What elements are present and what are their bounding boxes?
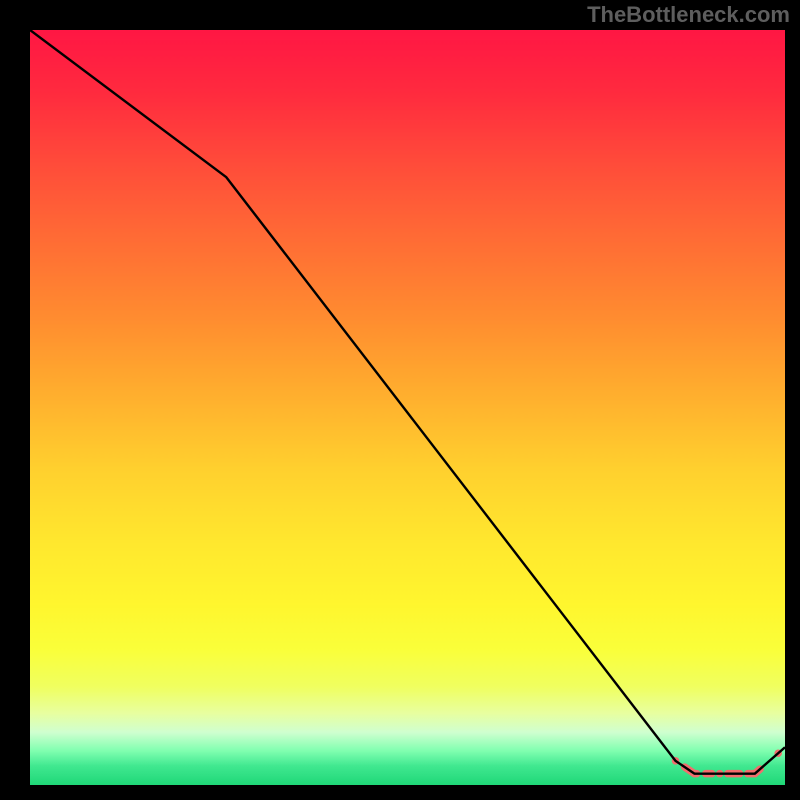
plot-area bbox=[30, 30, 785, 785]
gradient-background bbox=[30, 30, 785, 785]
watermark-text: TheBottleneck.com bbox=[587, 2, 790, 28]
chart-container: TheBottleneck.com bbox=[0, 0, 800, 800]
